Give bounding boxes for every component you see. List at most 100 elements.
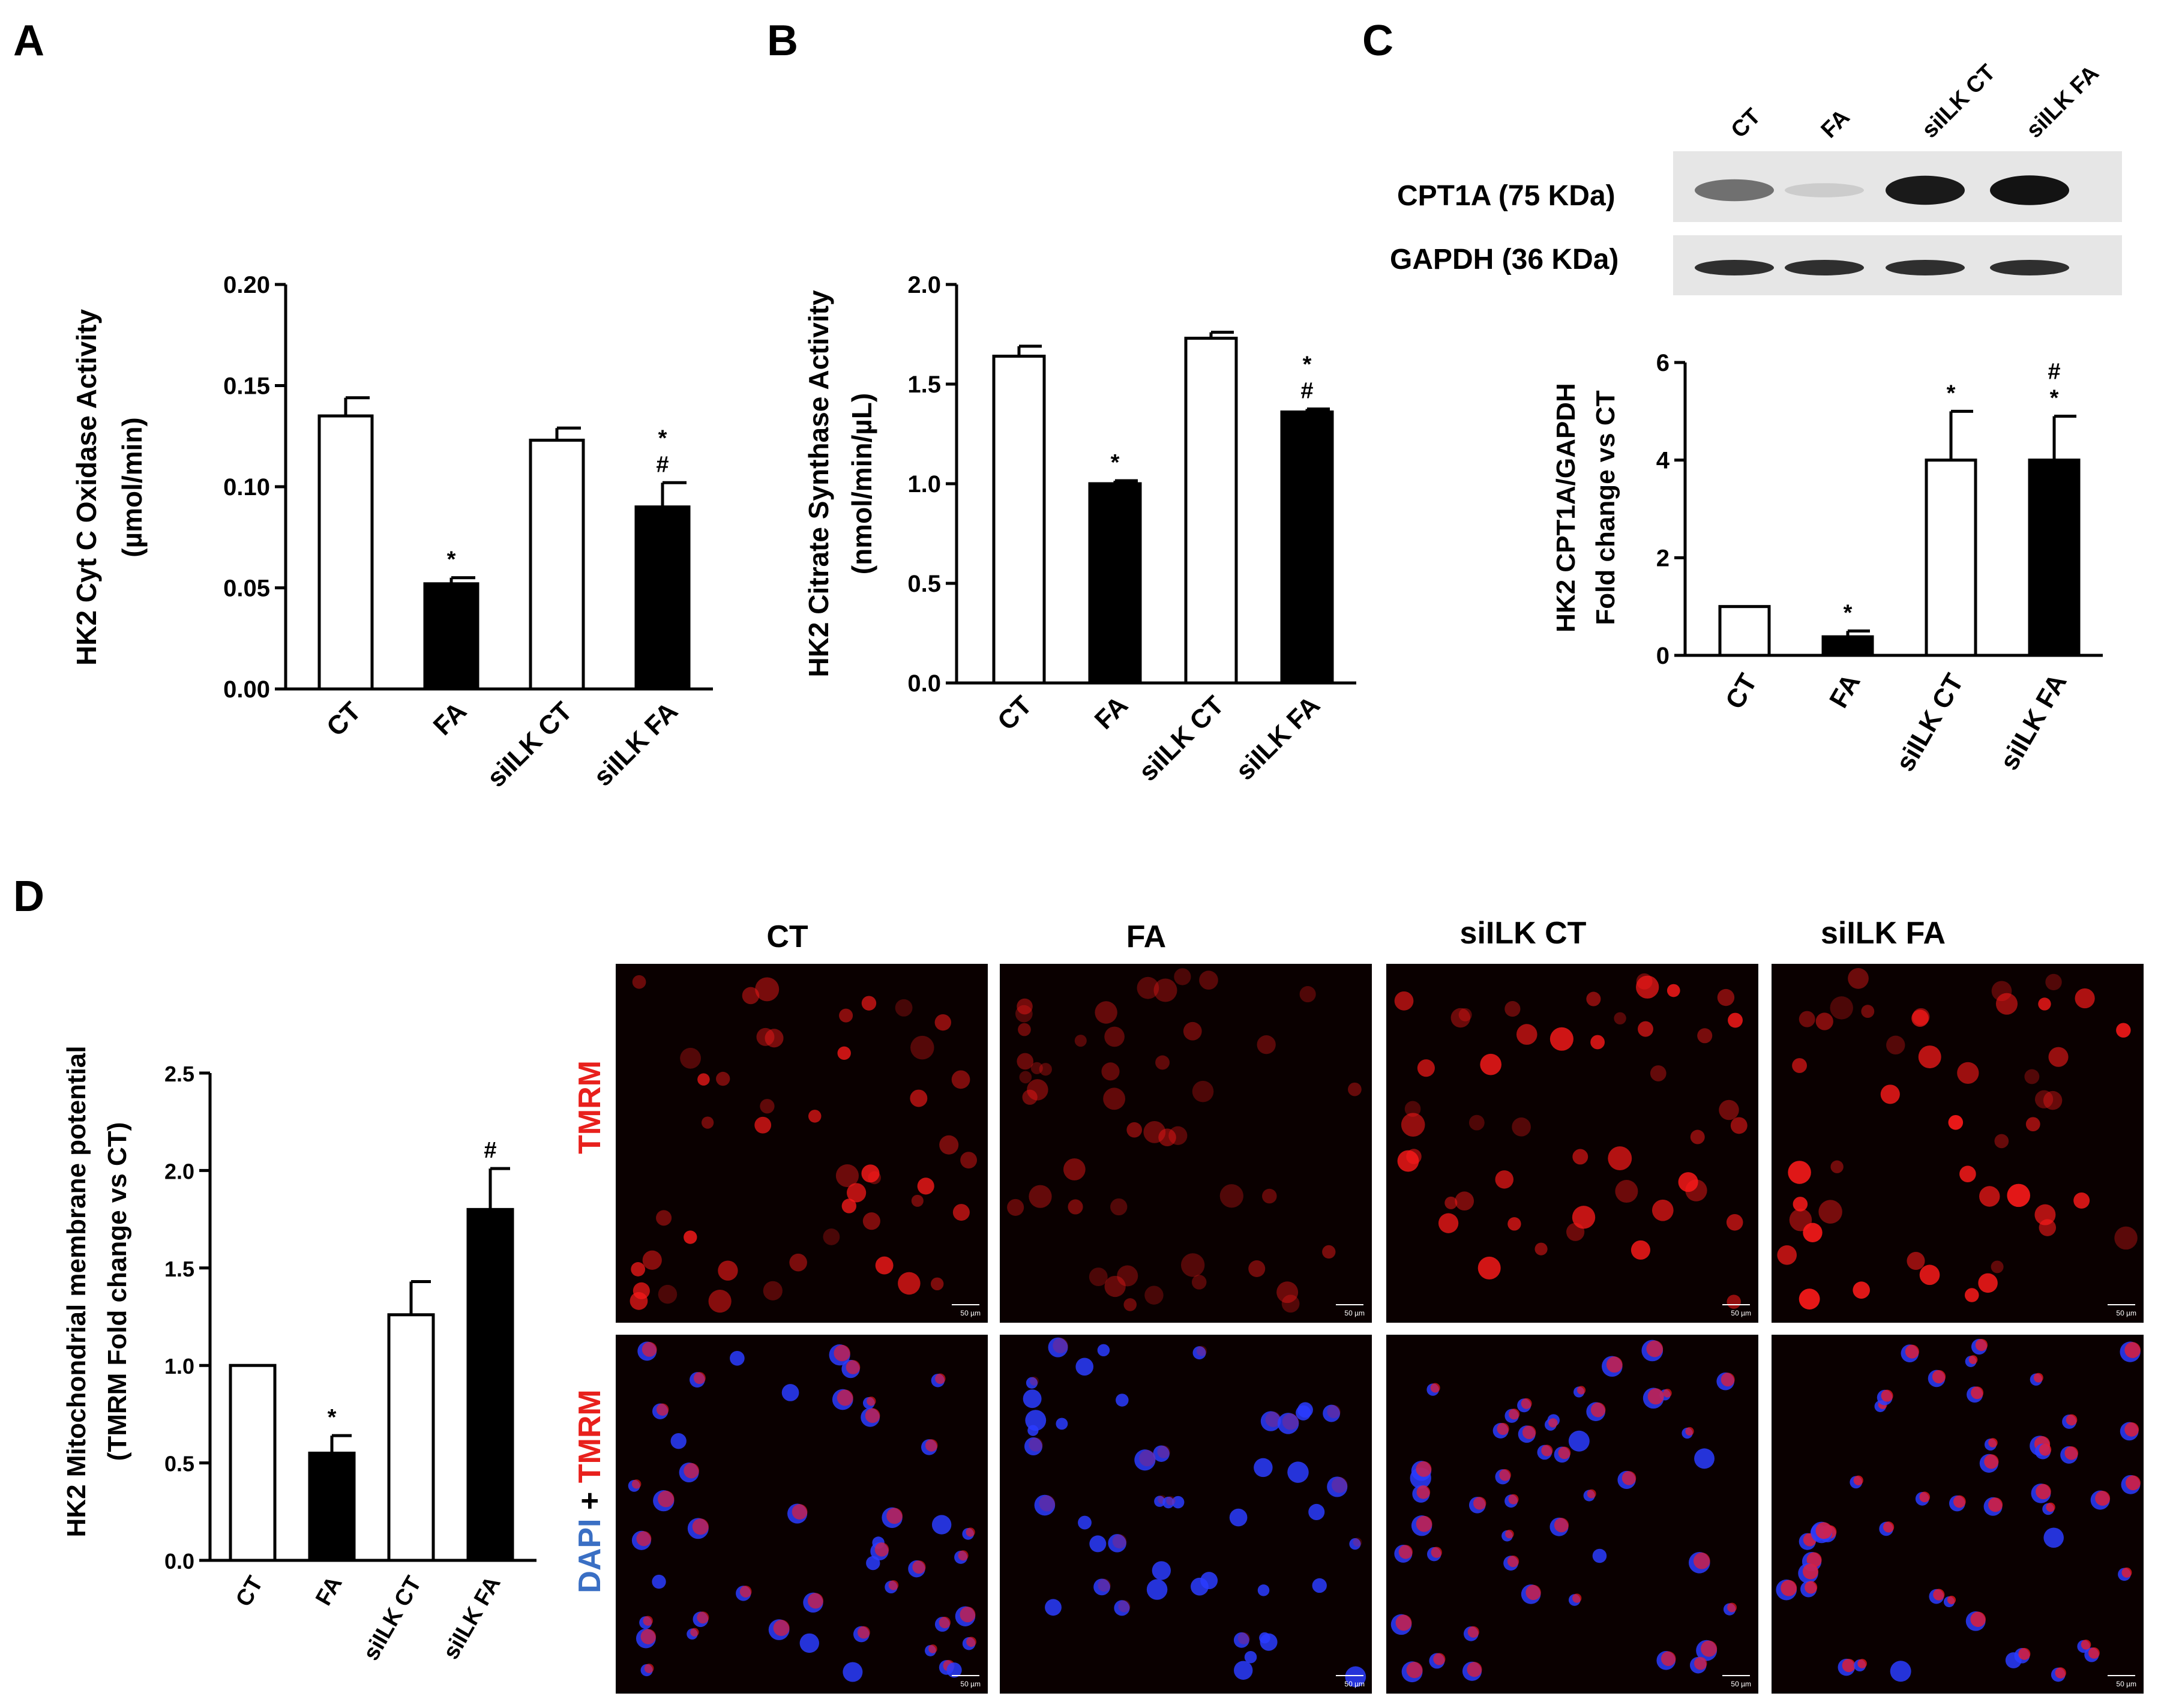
cell-nucleus xyxy=(1025,1410,1047,1431)
cell-mitochondria xyxy=(1727,1295,1741,1309)
cell-mitochondria xyxy=(1095,1001,1117,1024)
cell-mitochondria xyxy=(1508,1494,1519,1505)
cell-mitochondria xyxy=(1984,1454,1999,1469)
y-axis-label: (µmol/min) xyxy=(116,417,148,557)
cell-mitochondria xyxy=(1191,1275,1207,1290)
category-label: FA xyxy=(1089,690,1134,735)
cell-mitochondria xyxy=(1853,1475,1863,1485)
y-tick-label: 2.0 xyxy=(164,1159,194,1183)
cell-mitochondria xyxy=(1728,1012,1743,1028)
y-tick-label: 0.05 xyxy=(223,576,270,602)
cell-mitochondria xyxy=(1886,1035,1905,1055)
cell-mitochondria xyxy=(1948,1114,1964,1130)
cell-mitochondria xyxy=(1053,1338,1068,1353)
cell-mitochondria xyxy=(1606,1356,1623,1373)
cell-nucleus xyxy=(946,1662,962,1678)
bar xyxy=(2028,459,2081,657)
cell-mitochondria xyxy=(1433,1653,1446,1665)
cell-mitochondria xyxy=(1174,968,1191,985)
cell-nucleus xyxy=(1023,1389,1042,1409)
cell-mitochondria xyxy=(1192,1080,1214,1102)
cell-mitochondria xyxy=(1697,1028,1713,1044)
tmrm-image xyxy=(1772,964,2144,1323)
cell-mitochondria xyxy=(1416,1485,1431,1499)
cell-mitochondria xyxy=(1727,1602,1737,1613)
cell-mitochondria xyxy=(1276,1281,1299,1304)
cell-mitochondria xyxy=(1282,1413,1299,1430)
cell-mitochondria xyxy=(658,1284,678,1304)
cell-mitochondria xyxy=(1650,1065,1667,1081)
cell-mitochondria xyxy=(960,1152,978,1169)
cell-mitochondria xyxy=(888,1580,899,1590)
cell-mitochondria xyxy=(1158,1128,1176,1147)
cell-mitochondria xyxy=(1438,1213,1459,1233)
significance-marker: # xyxy=(2048,359,2060,384)
cell-mitochondria xyxy=(2055,1667,2066,1679)
cell-mitochondria xyxy=(1572,1149,1588,1165)
cell-mitochondria xyxy=(837,1389,853,1406)
cell-mitochondria xyxy=(861,996,877,1011)
significance-marker: # xyxy=(1300,379,1313,404)
cell-mitochondria xyxy=(2034,1090,2054,1108)
cell-mitochondria xyxy=(1663,1389,1672,1398)
bar xyxy=(1280,410,1334,685)
category-label: siILK FA xyxy=(588,696,684,792)
cell-mitochondria xyxy=(642,1342,657,1357)
micrograph-column-title: siILK CT xyxy=(1460,916,1587,951)
category-label: siILK FA xyxy=(438,1572,505,1664)
blot-band xyxy=(1990,260,2069,275)
bar xyxy=(317,414,374,691)
cell-mitochondria xyxy=(697,1073,710,1086)
cell-nucleus xyxy=(1694,1448,1715,1469)
cell-mitochondria xyxy=(1397,1150,1419,1172)
category-label: CT xyxy=(1720,669,1763,714)
cell-mitochondria xyxy=(1853,1281,1870,1299)
cell-mitochondria xyxy=(2007,1183,2030,1207)
chart-c-cpt1a-quantification: 0 2 4 6 HK2 CPT1A/GAPDH Fold change vs CT CT * F… xyxy=(1551,350,2103,777)
cell-mitochondria xyxy=(1586,991,1601,1006)
cell-mitochondria xyxy=(756,1027,775,1046)
cell-mitochondria xyxy=(1027,1079,1048,1101)
cell-mitochondria xyxy=(1815,1522,1833,1539)
cell-mitochondria xyxy=(1549,1027,1573,1051)
blot-band xyxy=(1695,179,1774,202)
cell-mitochondria xyxy=(895,999,913,1017)
cell-mitochondria xyxy=(1842,1659,1856,1673)
cell-nucleus xyxy=(1153,1445,1170,1462)
cell-mitochondria xyxy=(1690,1129,1705,1144)
category-label: siILK FA xyxy=(1230,690,1326,786)
cell-mitochondria xyxy=(1614,1012,1626,1024)
cell-mitochondria xyxy=(2088,1647,2100,1659)
cell-mitochondria xyxy=(1932,1370,1946,1384)
significance-marker: * xyxy=(1303,352,1312,377)
cell-mitochondria xyxy=(1830,996,1853,1020)
y-axis-label: HK2 CPT1A/GAPDH xyxy=(1551,383,1581,633)
cell-mitochondria xyxy=(1968,1355,1978,1364)
cell-mitochondria xyxy=(1701,1640,1718,1657)
cell-mitochondria xyxy=(640,1629,657,1644)
cell-nucleus xyxy=(1233,1632,1249,1648)
cell-mitochondria xyxy=(2066,1414,2078,1426)
cell-mitochondria xyxy=(1248,1260,1266,1277)
y-tick-label: 1.0 xyxy=(907,471,941,498)
cell-nucleus xyxy=(1114,1600,1130,1616)
cell-mitochondria xyxy=(1577,1386,1586,1395)
tmrm-image xyxy=(1000,964,1372,1323)
cell-mitochondria xyxy=(636,1531,652,1547)
blot-band xyxy=(1785,183,1864,197)
cell-mitochondria xyxy=(857,1626,870,1639)
y-tick-label: 0.20 xyxy=(223,272,270,298)
cell-mitochondria xyxy=(1802,1563,1819,1580)
scale-bar-label: 50 µm xyxy=(960,1309,981,1317)
cell-mitochondria xyxy=(1975,1338,1988,1352)
row-label-dapi: DAPI xyxy=(573,1518,607,1593)
cell-mitochondria xyxy=(1548,1418,1558,1428)
cell-nucleus xyxy=(1152,1561,1171,1580)
cell-mitochondria xyxy=(1622,1471,1637,1485)
cell-mitochondria xyxy=(2024,1069,2040,1084)
blot-lane-label: CT xyxy=(1727,104,1766,143)
cell-mitochondria xyxy=(742,987,760,1005)
cell-mitochondria xyxy=(939,1135,959,1155)
cell-mitochondria xyxy=(1792,1058,1807,1073)
cell-mitochondria xyxy=(1019,1071,1032,1084)
